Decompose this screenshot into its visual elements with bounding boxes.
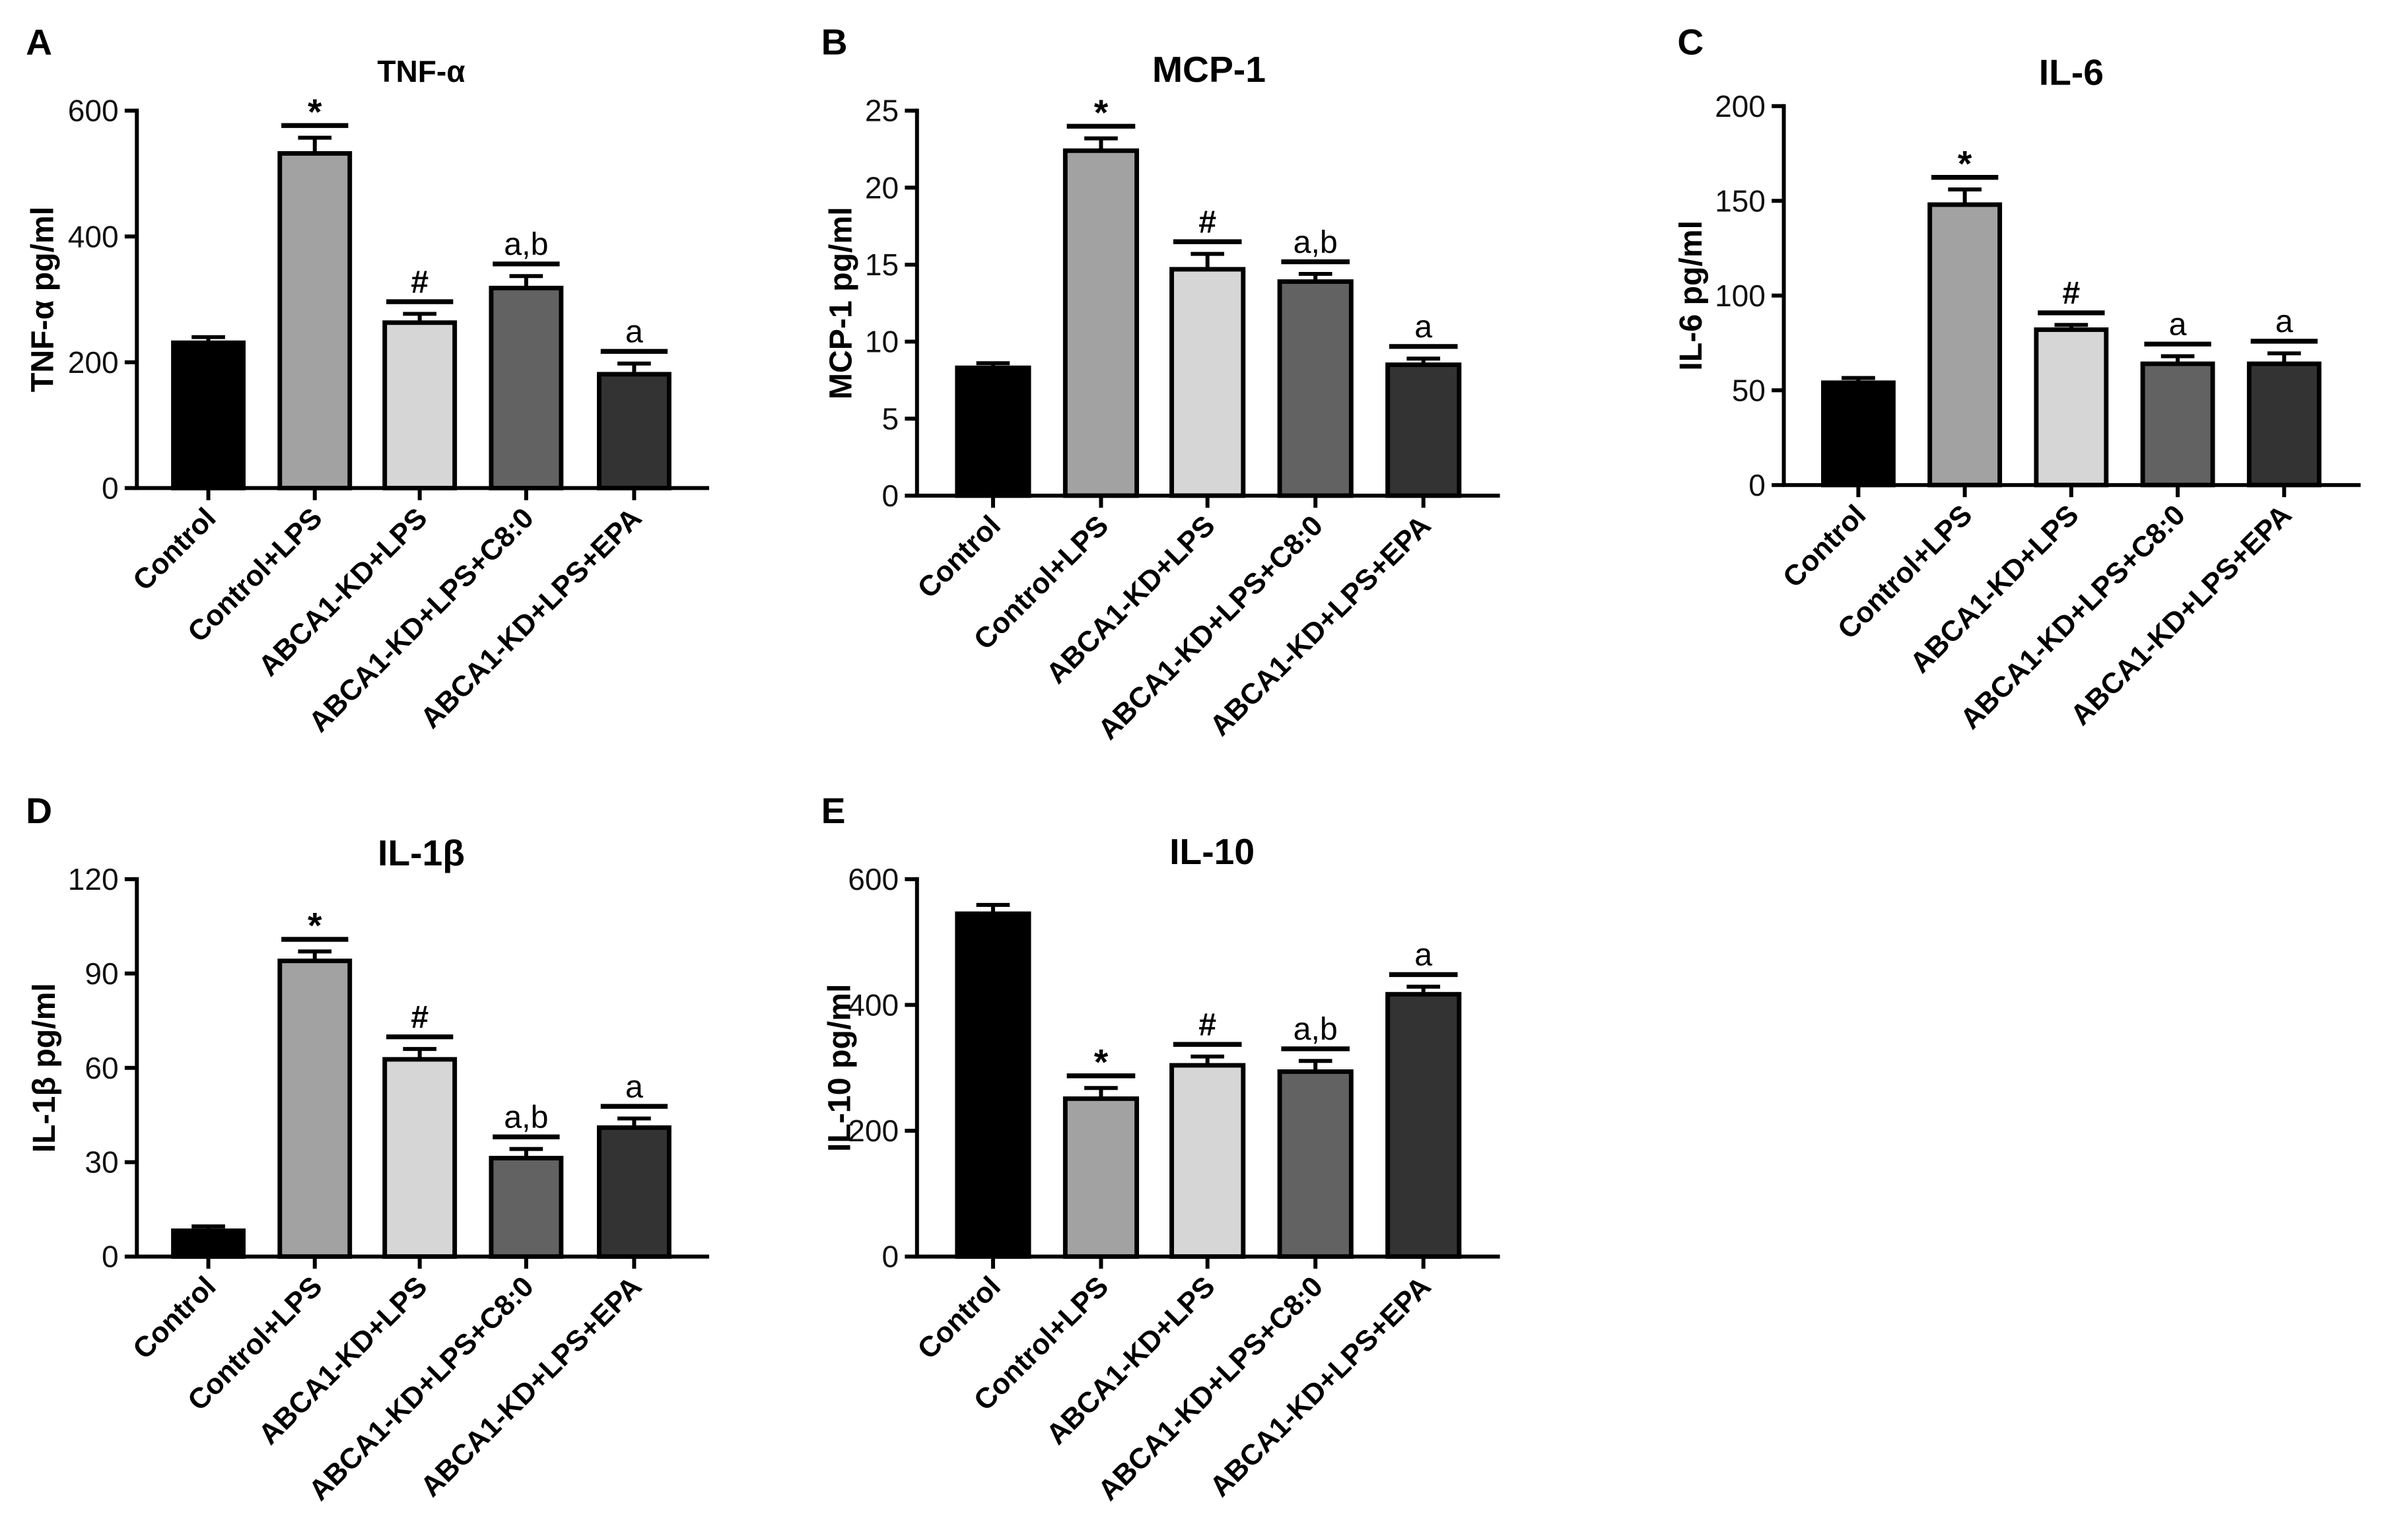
y-tick-label-0: 0: [102, 471, 119, 506]
significance-label-abca1-kd-lps-epa: a: [625, 314, 643, 350]
chart-title: IL-10: [1169, 831, 1255, 872]
bar-control: [955, 911, 1031, 1259]
significance-label-abca1-kd-lps: #: [2062, 275, 2080, 311]
axes: [915, 108, 1500, 498]
bar-control: [1820, 380, 1896, 488]
bar-abca1-kd-lps-epa: [1385, 362, 1462, 498]
significance-label-abca1-kd-lps-c8-0: a,b: [1294, 1011, 1338, 1047]
y-axis-label: TNF-α pg/ml: [25, 207, 61, 392]
significance-label-control-lps: *: [308, 91, 322, 132]
significance-label-abca1-kd-lps: #: [1198, 1007, 1216, 1042]
significance-label-control-lps: *: [308, 905, 322, 946]
bar-control-lps: [1062, 1096, 1140, 1259]
y-axis-label: IL-1β pg/ml: [26, 983, 62, 1153]
y-tick-label-60: 60: [85, 1051, 118, 1085]
bar-abca1-kd-lps-epa: [1385, 991, 1462, 1259]
y-tick-label-100: 100: [1715, 279, 1766, 313]
chart-title: IL-6: [2039, 52, 2104, 93]
y-tick-label-0: 0: [882, 479, 899, 513]
chart-title: IL-1β: [378, 832, 465, 873]
significance-label-abca1-kd-lps-c8-0: a: [2169, 307, 2187, 343]
bar-abca1-kd-lps: [382, 320, 458, 490]
axes: [1781, 104, 2361, 487]
y-tick-label-200: 200: [1715, 89, 1766, 123]
panel-letter: A: [26, 22, 52, 63]
y-tick-label-0: 0: [102, 1240, 119, 1274]
bar-control-lps: [1062, 148, 1140, 498]
bar-abca1-kd-lps-epa: [596, 372, 672, 490]
bar-control: [171, 1228, 246, 1259]
y-tick-label-20: 20: [865, 170, 899, 205]
bar-abca1-kd-lps-epa: [596, 1125, 672, 1259]
y-tick-label-0: 0: [1748, 468, 1766, 502]
chart-title: MCP-1: [1152, 49, 1266, 90]
y-tick-label-120: 120: [68, 862, 119, 896]
y-tick-label-5: 5: [882, 401, 899, 436]
y-axis-label: IL-10 pg/ml: [821, 984, 857, 1151]
panel-letter: D: [26, 790, 52, 831]
bar-control-lps: [277, 151, 353, 490]
y-tick-label-10: 10: [865, 325, 899, 359]
significance-label-abca1-kd-lps-c8-0: a,b: [1294, 224, 1338, 260]
significance-label-abca1-kd-lps-c8-0: a,b: [504, 1100, 548, 1135]
bar-abca1-kd-lps-c8-0: [2140, 361, 2215, 488]
y-tick-label-0: 0: [882, 1240, 899, 1274]
bar-abca1-kd-lps: [2034, 327, 2109, 488]
significance-label-abca1-kd-lps-epa: a: [2275, 304, 2293, 339]
bar-abca1-kd-lps-epa: [2246, 361, 2322, 488]
significance-label-abca1-kd-lps-epa: a: [625, 1069, 643, 1104]
y-tick-label-600: 600: [68, 94, 119, 128]
axes: [135, 877, 709, 1259]
significance-label-abca1-kd-lps-epa: a: [1414, 937, 1432, 973]
bar-abca1-kd-lps-c8-0: [489, 1156, 564, 1259]
bar-control-lps: [277, 958, 353, 1259]
chart-title: TNF-α: [377, 54, 465, 88]
bar-abca1-kd-lps-c8-0: [489, 285, 564, 490]
panel-letter: C: [1677, 22, 1704, 63]
y-tick-label-90: 90: [85, 956, 118, 991]
y-axis-label: IL-6 pg/ml: [1673, 220, 1709, 371]
y-tick-label-400: 400: [848, 988, 899, 1022]
significance-label-control-lps: *: [1094, 1042, 1109, 1083]
bar-abca1-kd-lps-c8-0: [1277, 1069, 1354, 1259]
y-tick-label-600: 600: [848, 862, 899, 896]
y-tick-label-200: 200: [848, 1114, 899, 1148]
significance-label-abca1-kd-lps: #: [411, 264, 429, 300]
significance-label-abca1-kd-lps-c8-0: a,b: [504, 226, 548, 262]
bar-abca1-kd-lps: [382, 1057, 458, 1259]
significance-label-abca1-kd-lps: #: [411, 999, 429, 1035]
y-tick-label-30: 30: [85, 1145, 118, 1180]
bar-abca1-kd-lps: [1169, 267, 1246, 498]
significance-label-control-lps: *: [1094, 92, 1109, 133]
y-tick-label-200: 200: [68, 345, 119, 380]
y-tick-label-150: 150: [1715, 184, 1766, 218]
y-tick-label-400: 400: [68, 219, 119, 253]
significance-label-control-lps: *: [1958, 143, 1972, 184]
y-tick-label-15: 15: [865, 248, 899, 282]
panel-letter: B: [821, 22, 848, 63]
panel-letter: E: [821, 790, 846, 831]
axes: [915, 877, 1500, 1259]
y-axis-label: MCP-1 pg/ml: [823, 207, 859, 399]
bar-abca1-kd-lps-c8-0: [1277, 279, 1354, 498]
bar-control-lps: [1927, 202, 2003, 488]
axes: [135, 108, 709, 490]
y-tick-label-50: 50: [1732, 373, 1766, 407]
bar-abca1-kd-lps: [1169, 1063, 1246, 1259]
y-tick-label-25: 25: [865, 94, 899, 128]
significance-label-abca1-kd-lps: #: [1198, 205, 1216, 240]
bar-control: [955, 365, 1031, 498]
bar-control: [171, 340, 246, 490]
significance-label-abca1-kd-lps-epa: a: [1414, 309, 1432, 345]
